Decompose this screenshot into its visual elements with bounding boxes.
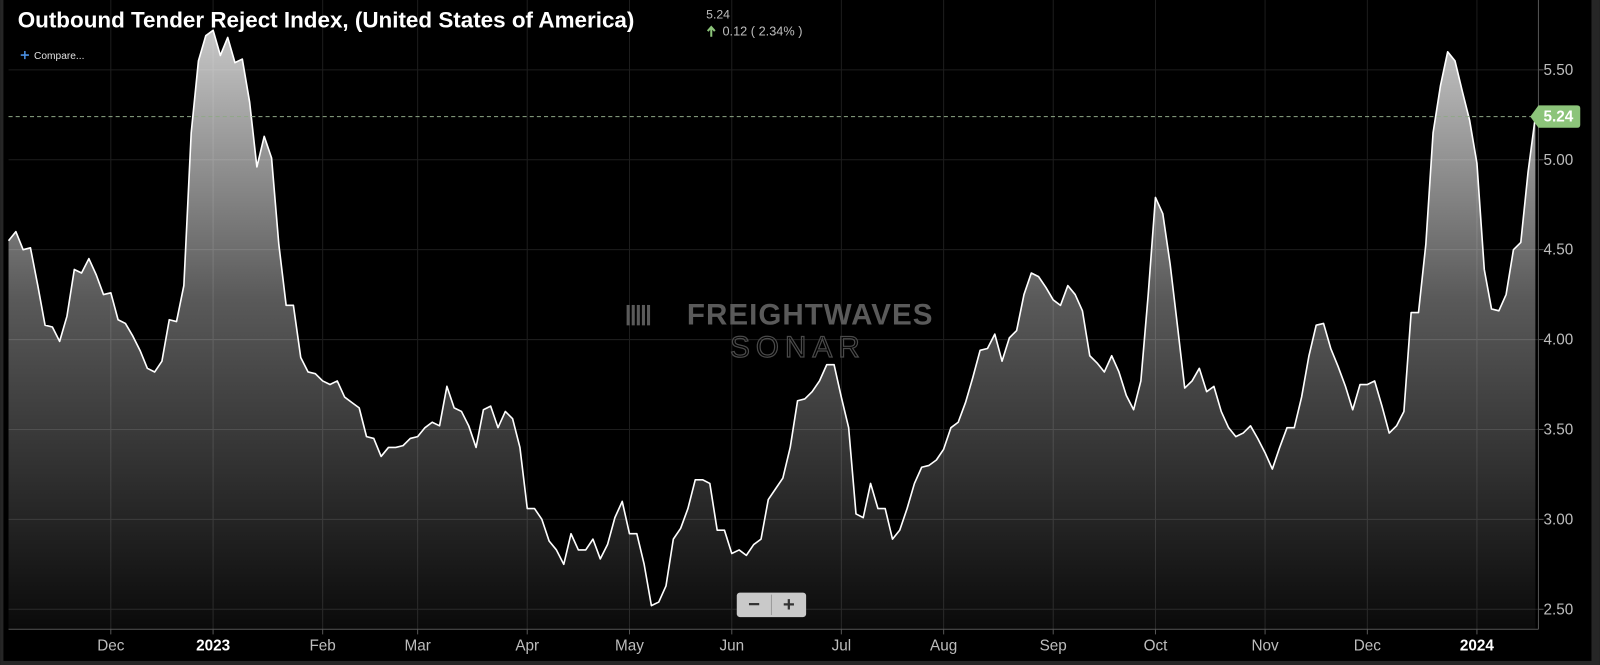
- axes: 2.50 3.00 3.50 4.00 4.50 5.00 5.50 Dec 2023 Feb Ma…: [97, 62, 1581, 655]
- compare-icon: [20, 50, 29, 60]
- watermark-text: SONAR: [730, 331, 866, 364]
- zoom-out[interactable]: −: [748, 594, 760, 616]
- x-tick-label: 2024: [1460, 638, 1494, 655]
- y-tick-label: 4.00: [1544, 332, 1574, 349]
- x-tick-label: Mar: [404, 638, 430, 655]
- watermark: FREIGHTWAVES SONAR: [626, 298, 934, 365]
- y-tick-label: 2.50: [1544, 601, 1574, 618]
- x-tick-label: Jul: [832, 638, 852, 655]
- last-value: 5.24: [706, 7, 730, 21]
- y-tick-label: 5.00: [1544, 152, 1574, 169]
- chart-title: Outbound Tender Reject Index, (United St…: [18, 8, 635, 33]
- change: 0.12 ( 2.34% ): [722, 24, 802, 39]
- compare-label[interactable]: Compare...: [34, 51, 84, 62]
- zoom-controls: − +: [736, 592, 807, 618]
- x-tick-label: Sep: [1040, 638, 1067, 655]
- x-tick-label: Jun: [719, 638, 744, 655]
- area: [8, 30, 1536, 630]
- zoom-in[interactable]: +: [783, 594, 795, 616]
- x-tick-label: Dec: [97, 638, 125, 655]
- x-tick-label: May: [615, 638, 644, 655]
- x-tick-label: Feb: [309, 638, 335, 655]
- y-tick-label: 3.00: [1544, 511, 1574, 528]
- x-tick-label: Nov: [1251, 638, 1279, 655]
- x-tick-label: 2023: [196, 638, 230, 655]
- y-tick-label: 4.50: [1544, 242, 1574, 259]
- up-arrow: [706, 25, 716, 37]
- x-tick-label: Aug: [930, 638, 957, 655]
- watermark-text: FREIGHTWAVES: [687, 298, 934, 331]
- last-value-badge: [1530, 105, 1581, 128]
- watermark-icon: [626, 304, 651, 326]
- x-tick-label: Oct: [1144, 638, 1169, 655]
- y-tick-label: 3.50: [1544, 422, 1574, 439]
- compare-button[interactable]: Compare...: [20, 50, 85, 62]
- plot: [7, 29, 1537, 630]
- x-tick-label: Apr: [515, 638, 539, 655]
- x-tick-label: Dec: [1354, 638, 1382, 655]
- y-tick-label: 5.50: [1544, 62, 1574, 79]
- last-value-label: 5.24: [1544, 109, 1574, 126]
- line: [7, 29, 1537, 607]
